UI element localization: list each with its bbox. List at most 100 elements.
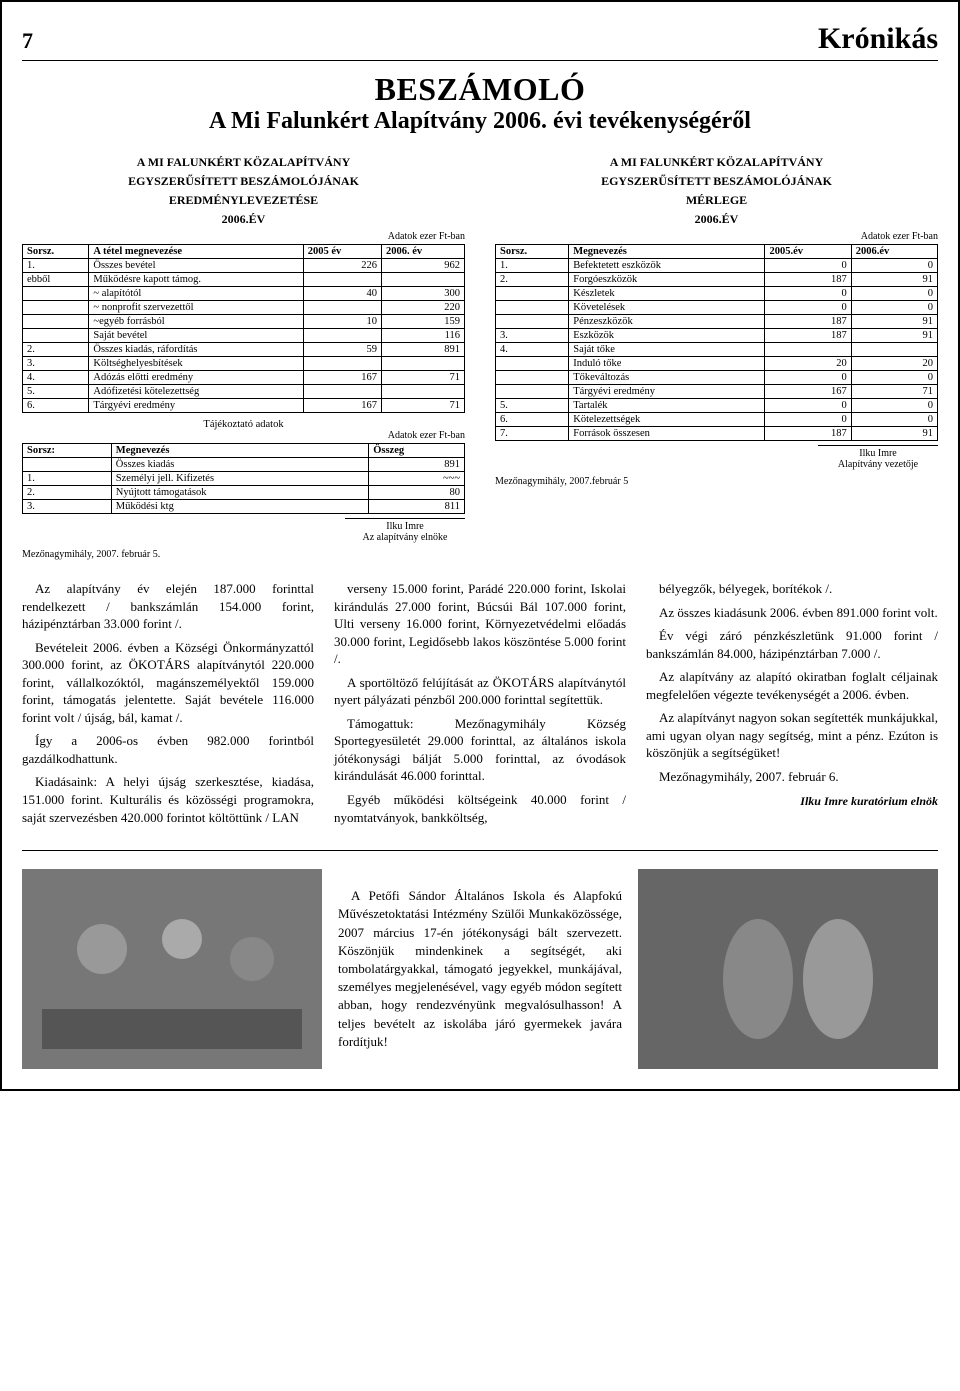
table-cell: 167 [303, 399, 381, 413]
left-heading-4: 2006.év [22, 212, 465, 227]
table-cell: 891 [369, 458, 465, 472]
photo-placeholder-icon [22, 869, 322, 1069]
table-cell [851, 343, 937, 357]
body-paragraph: Egyéb működési költségeink 40.000 forint… [334, 791, 626, 826]
table-cell: Összes bevétel [89, 259, 303, 273]
table-cell: Költséghelyesbítések [89, 357, 303, 371]
body-paragraph: Támogattuk: Mezőnagymihály Község Sporte… [334, 715, 626, 785]
table-cell: 20 [851, 357, 937, 371]
title-line-2: A Mi Falunkért Alapítvány 2006. évi tevé… [22, 108, 938, 135]
table-cell: Kötelezettségek [569, 413, 765, 427]
table-row: 5.Tartalék00 [496, 399, 938, 413]
table-cell: 159 [381, 315, 464, 329]
left-sig-title: Az alapítvány elnöke [363, 532, 448, 543]
table-cell [23, 301, 89, 315]
photo-caption: A Petőfi Sándor Általános Iskola és Alap… [338, 869, 622, 1069]
body-paragraph: Az alapítványt nagyon sokan segítették m… [646, 709, 938, 762]
table-cell: 2. [496, 273, 569, 287]
table-header-cell: Megnevezés [569, 245, 765, 259]
table-cell: 0 [765, 287, 851, 301]
table-cell: 10 [303, 315, 381, 329]
table-cell: Pénzeszközök [569, 315, 765, 329]
table-cell: 187 [765, 329, 851, 343]
table-header-cell: 2006.év [851, 245, 937, 259]
table-cell: Eszközök [569, 329, 765, 343]
table-row: 5.Adófizetési kötelezettség [23, 385, 465, 399]
table-cell: 91 [851, 329, 937, 343]
table-cell [765, 343, 851, 357]
left-date: Mezőnagymihály, 2007. február 5. [22, 549, 465, 560]
table-row: Követelések00 [496, 301, 938, 315]
table-row: 2.Nyújtott támogatások80 [23, 486, 465, 500]
body-paragraph: verseny 15.000 forint, Parádé 220.000 fo… [334, 580, 626, 668]
table-cell: 0 [851, 301, 937, 315]
body-paragraph: Bevételeit 2006. évben a Községi Önkormá… [22, 639, 314, 727]
table-cell: 0 [765, 301, 851, 315]
table-row: 4.Saját tőke [496, 343, 938, 357]
body-paragraph: A sportöltöző felújítását az ÖKOTÁRS ala… [334, 674, 626, 709]
table-cell: 0 [851, 287, 937, 301]
right-heading-4: 2006.év [495, 212, 938, 227]
body-col-1: Az alapítvány év elején 187.000 forintta… [22, 580, 314, 832]
body-text: Az alapítvány év elején 187.000 forintta… [22, 580, 938, 832]
table-cell: Tárgyévi eredmény [89, 399, 303, 413]
table-cell: Tárgyévi eredmény [569, 385, 765, 399]
left-sig-name: Ilku Imre [386, 521, 424, 532]
table-cell: 4. [23, 371, 89, 385]
table-cell: 59 [303, 343, 381, 357]
table-row: Saját bevétel116 [23, 329, 465, 343]
table-row: 3.Költséghelyesbítések [23, 357, 465, 371]
table-row: 2.Forgóeszközök18791 [496, 273, 938, 287]
table-cell: 71 [851, 385, 937, 399]
left-heading-2: EGYSZERŰSÍTETT BESZÁMOLÓJÁNAK [22, 174, 465, 189]
page-container: 7 Krónikás BESZÁMOLÓ A Mi Falunkért Alap… [0, 0, 960, 1091]
table-row: Készletek00 [496, 287, 938, 301]
table-row: ~egyéb forrásból10159 [23, 315, 465, 329]
left-heading-3: EREDMÉNYLEVEZETÉSE [22, 193, 465, 208]
table-row: 4.Adózás előtti eredmény16771 [23, 371, 465, 385]
title-line-1: BESZÁMOLÓ [22, 71, 938, 108]
table-cell: 187 [765, 427, 851, 441]
body-paragraph: Mezőnagymihály, 2007. február 6. [646, 768, 938, 786]
table-cell: 187 [765, 273, 851, 287]
table-cell: Összes kiadás, ráfordítás [89, 343, 303, 357]
table-cell: 891 [381, 343, 464, 357]
right-unit: Adatok ezer Ft-ban [495, 231, 938, 242]
table-cell: 5. [23, 385, 89, 399]
table-cell: 3. [23, 500, 112, 514]
table-cell: 91 [851, 273, 937, 287]
photo-caption-text: A Petőfi Sándor Általános Iskola és Alap… [338, 887, 622, 1051]
table-cell [23, 287, 89, 301]
table-cell: 20 [765, 357, 851, 371]
photo-placeholder-icon [638, 869, 938, 1069]
table-cell [303, 301, 381, 315]
table-cell: 3. [496, 329, 569, 343]
right-signature: Ilku Imre Alapítvány vezetője [495, 445, 938, 470]
table-cell: 80 [369, 486, 465, 500]
table-cell: 300 [381, 287, 464, 301]
table-cell: 0 [851, 413, 937, 427]
right-heading-3: MÉRLEGE [495, 193, 938, 208]
left-table-2: Sorsz:MegnevezésÖsszeg Összes kiadás8911… [22, 443, 465, 514]
header-bar: 7 Krónikás [22, 22, 938, 61]
table-cell [303, 273, 381, 287]
table-cell: 226 [303, 259, 381, 273]
table-cell: 0 [851, 399, 937, 413]
table-cell: 811 [369, 500, 465, 514]
masthead: Krónikás [818, 22, 938, 56]
table-cell: 1. [23, 259, 89, 273]
table-cell: 1. [23, 472, 112, 486]
table-cell: 187 [765, 315, 851, 329]
table-row: 6.Kötelezettségek00 [496, 413, 938, 427]
table-cell [23, 458, 112, 472]
table-header-cell: Összeg [369, 444, 465, 458]
table-cell: Követelések [569, 301, 765, 315]
table-row: Összes kiadás891 [23, 458, 465, 472]
right-table: Sorsz.Megnevezés2005.év2006.év 1.Befekte… [495, 244, 938, 441]
table-cell: 3. [23, 357, 89, 371]
table-cell [303, 385, 381, 399]
table-cell: 7. [496, 427, 569, 441]
table-cell: Induló tőke [569, 357, 765, 371]
table-cell [381, 385, 464, 399]
table-cell [496, 315, 569, 329]
